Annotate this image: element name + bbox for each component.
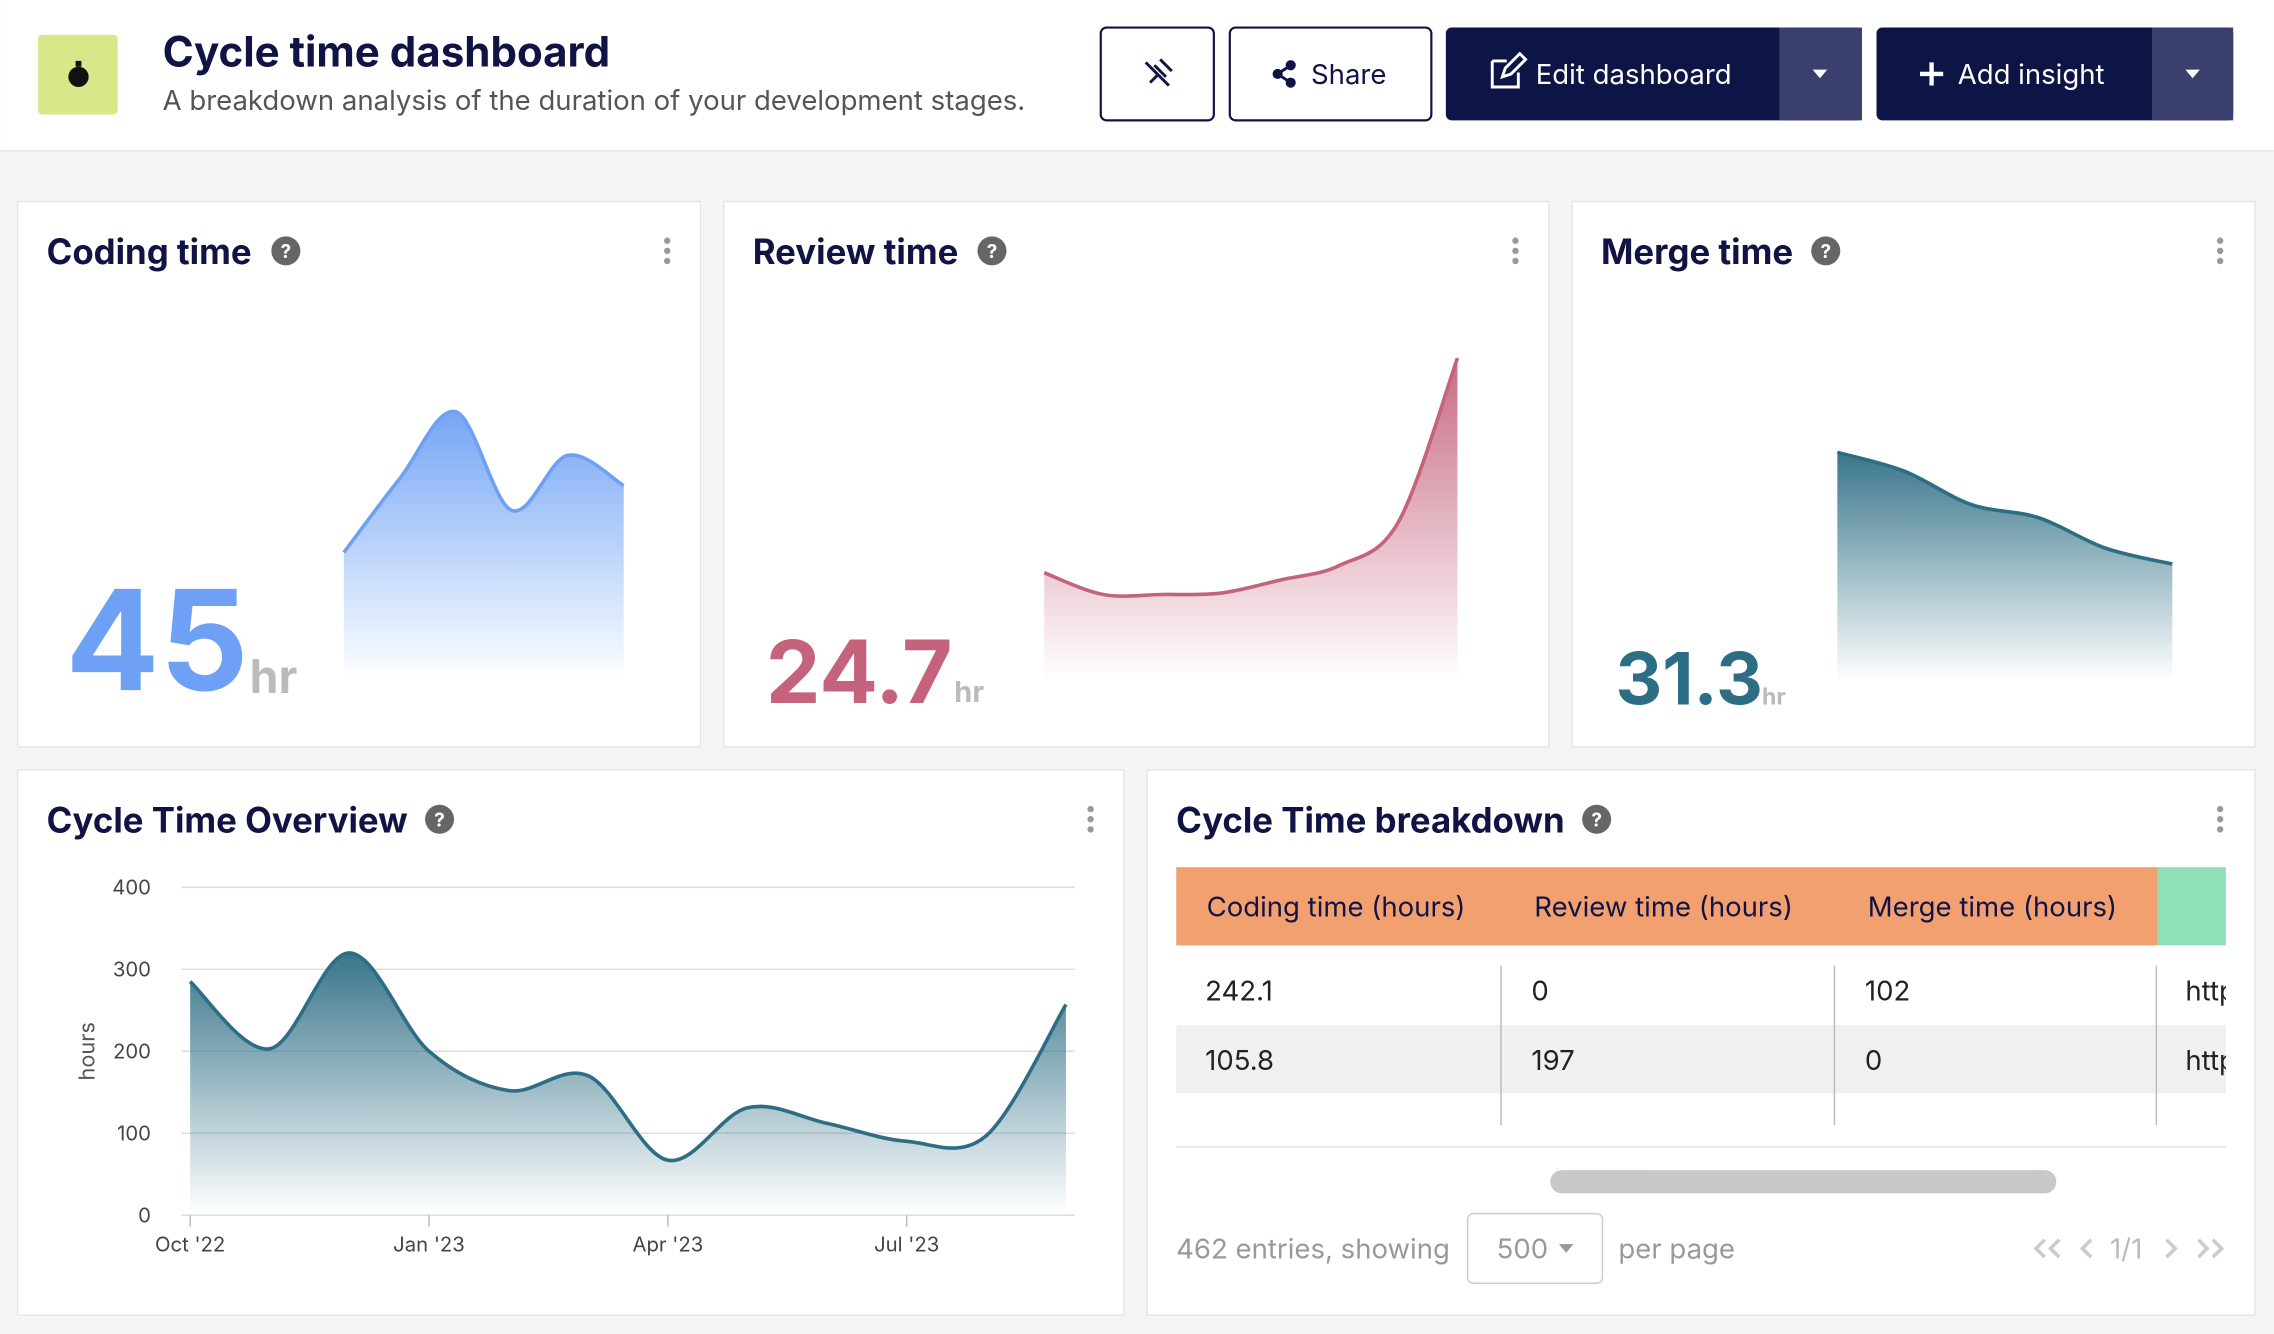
card-title: Merge time: [1601, 231, 1793, 273]
help-glyph: ?: [987, 240, 998, 263]
cell: 242.1: [1205, 974, 1273, 1008]
striped-row: [1176, 1025, 2226, 1094]
caret: [1812, 69, 1828, 79]
menu-dot: [2216, 816, 2224, 823]
menu-dot: [1087, 805, 1094, 813]
card-title: Cycle Time breakdown: [1176, 799, 1565, 841]
share-button[interactable]: [1228, 26, 1433, 122]
metric-value: 45: [65, 555, 248, 724]
share-label: Share: [1311, 57, 1386, 91]
edit-button[interactable]: [1445, 27, 1862, 121]
menu-dot: [1087, 816, 1094, 823]
stopwatch-knob: [75, 60, 82, 67]
menu-dot: [664, 257, 671, 265]
trend-line: [342, 409, 625, 554]
help-glyph: ?: [1820, 240, 1831, 263]
pagination-arrows[interactable]: [2033, 1238, 2225, 1259]
caret: [2185, 69, 2200, 79]
x-tick-label: Jul '23: [874, 1231, 939, 1256]
menu-dot: [1087, 826, 1094, 833]
column-header: Coding time (hours): [1207, 889, 1466, 923]
column-header: Merge time (hours): [1868, 889, 2117, 923]
column-header: Review time (hours): [1534, 889, 1793, 923]
table-header: [1176, 867, 2158, 946]
y-tick-label: 0: [138, 1202, 151, 1227]
x-tick-label: Apr '23: [632, 1231, 703, 1256]
overview-chart: hours 0 100 200 300 400 Oct '22 Jan '23 Apr '23 J…: [74, 875, 1075, 1256]
metric-unit: hr: [954, 674, 984, 709]
y-tick-label: 300: [113, 957, 151, 982]
unpin-icon: [1144, 58, 1173, 87]
trend-area: [1044, 358, 1458, 682]
per-page: per page: [1618, 1232, 1735, 1266]
caret: [1558, 1244, 1574, 1253]
menu-dot: [1512, 257, 1519, 265]
breakdown-table: Coding time (hours) Review time (hours) Me…: [1176, 867, 2236, 1126]
help-icon: [1811, 236, 1841, 266]
trend-area: [343, 411, 624, 682]
add-button[interactable]: [1876, 27, 2234, 121]
menu-dot: [664, 237, 671, 244]
card-title: Cycle Time Overview: [47, 799, 409, 841]
card-title: Coding time: [47, 231, 252, 273]
cell: 105.8: [1205, 1043, 1274, 1077]
menu-dot: [2216, 805, 2224, 813]
help-icon: [271, 236, 301, 266]
help-glyph: ?: [1591, 808, 1602, 831]
area: [190, 952, 1066, 1216]
link-cell: http: [2185, 1043, 2236, 1077]
edit-icon: [1490, 51, 1528, 89]
page-title: Cycle time dashboard: [163, 27, 611, 78]
share-icon: [1272, 60, 1296, 88]
help-icon: [1582, 804, 1612, 834]
cell: 0: [1531, 974, 1548, 1008]
x-tick-label: Oct '22: [155, 1231, 225, 1256]
edit-label: Edit dashboard: [1536, 57, 1732, 91]
trend-line: [1043, 357, 1460, 598]
menu-dot: [2216, 247, 2224, 255]
scrollbar[interactable]: [1550, 1170, 2057, 1194]
help-glyph: ?: [434, 808, 445, 831]
metric-value: 24.7: [766, 619, 953, 724]
cell: 0: [1865, 1043, 1882, 1077]
cell: 102: [1865, 974, 1910, 1008]
entries-text: 462 entries, showing: [1176, 1232, 1450, 1266]
menu-dot: [2216, 826, 2224, 833]
metric-value: 31.3: [1616, 636, 1763, 723]
line: [188, 951, 1068, 1163]
help-glyph: ?: [281, 240, 292, 263]
help-icon: [425, 804, 455, 834]
metric-unit: hr: [250, 649, 298, 705]
help-icon: [977, 236, 1007, 266]
page-indicator: 1/1: [2110, 1232, 2142, 1266]
trend-line: [1836, 450, 2173, 566]
stopwatch-icon: [68, 66, 89, 87]
page-size-select[interactable]: [1466, 1212, 1604, 1284]
y-tick-label: 200: [113, 1038, 151, 1063]
y-tick-label: 100: [117, 1120, 151, 1145]
y-axis-label: hours: [74, 1022, 100, 1080]
link-cell: http: [2185, 974, 2236, 1008]
metric-unit: hr: [1762, 683, 1786, 711]
page-subtitle: A breakdown analysis of the duration of …: [163, 83, 1026, 117]
x-tick-label: Jan '23: [393, 1231, 465, 1256]
menu-dot: [1512, 237, 1519, 244]
menu-dot: [2216, 237, 2224, 244]
menu-dot: [1512, 247, 1519, 255]
page-size: 500: [1497, 1232, 1549, 1266]
menu-dot: [2216, 257, 2224, 265]
cell: 197: [1531, 1043, 1574, 1077]
add-label: Add insight: [1958, 57, 2105, 91]
plus-icon: [1920, 62, 1944, 86]
trend-area: [1837, 452, 2173, 682]
y-tick-label: 400: [112, 875, 151, 900]
card-title: Review time: [753, 231, 959, 273]
menu-dot: [664, 247, 671, 255]
table-header-extra: [2157, 867, 2226, 946]
